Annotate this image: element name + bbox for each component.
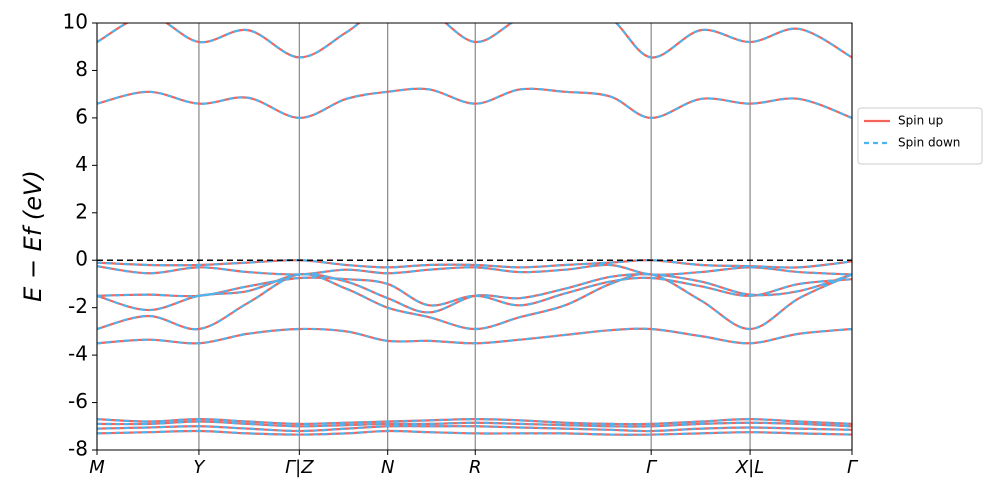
x-tick-label: Γ|Z	[285, 457, 314, 478]
legend-label: Spin up	[898, 114, 943, 128]
band-line	[97, 272, 852, 331]
band-line	[97, 276, 852, 307]
band-line	[97, 429, 852, 436]
band-line	[97, 273, 852, 314]
y-axis-label: E − Ef (eV)	[19, 170, 47, 302]
y-tick-label: 6	[75, 104, 88, 128]
plot-area	[97, 23, 852, 436]
band-line	[97, 259, 852, 269]
band-line	[97, 23, 852, 59]
x-tick-label: Γ	[646, 457, 658, 478]
band-line	[97, 418, 852, 426]
band-line	[97, 425, 852, 433]
y-tick-label: 4	[75, 152, 88, 176]
band-line	[97, 420, 852, 428]
y-tick-label: -4	[68, 342, 88, 366]
y-tick-label: 8	[75, 57, 88, 81]
y-tick-label: -2	[68, 294, 88, 318]
band-line	[97, 272, 852, 331]
x-tick-label: N	[381, 457, 394, 478]
y-tick-label: 10	[63, 10, 88, 34]
y-tick-label: 2	[75, 199, 88, 223]
band-line	[97, 327, 852, 345]
y-tick-label: 0	[75, 247, 88, 271]
x-tick-label: X|L	[735, 457, 764, 478]
x-tick-label: Γ	[847, 457, 859, 478]
y-tick-label: -6	[68, 389, 88, 413]
y-tick-label: -8	[68, 437, 88, 461]
x-tick-label: M	[89, 457, 105, 478]
band-line	[97, 327, 852, 345]
band-line	[97, 87, 852, 119]
band-line	[97, 263, 852, 276]
band-line	[97, 23, 852, 59]
legend-label: Spin down	[898, 136, 960, 150]
x-tick-label: Y	[193, 457, 206, 478]
x-tick-label: R	[469, 457, 482, 478]
plot-frame	[96, 22, 853, 451]
